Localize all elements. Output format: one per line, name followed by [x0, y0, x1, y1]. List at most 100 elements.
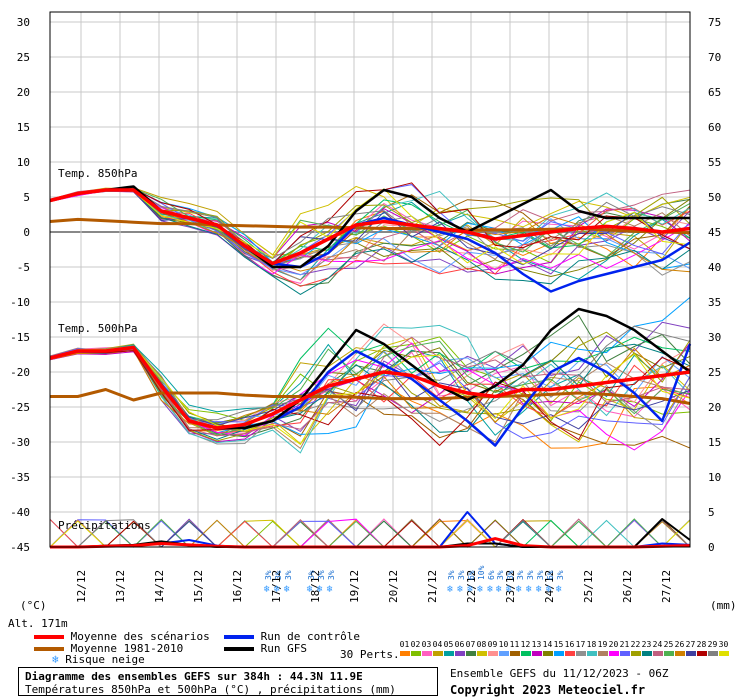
left-tick-label: 0 — [23, 226, 30, 239]
pert-color-swatch — [575, 651, 586, 656]
pert-number-label: 11 — [509, 640, 520, 649]
pert-number-label: 08 — [476, 640, 487, 649]
t500-pert-line — [49, 345, 691, 446]
legend-climo: Moyenne 1981-2010 — [34, 642, 183, 655]
pert-number-item: 02 — [410, 640, 421, 656]
right-tick-label: 40 — [708, 261, 721, 274]
pert-number-item: 19 — [597, 640, 608, 656]
date-tick-label: 20/12 — [387, 570, 400, 603]
t850-pert-line — [49, 182, 691, 265]
t500-pert-line — [49, 349, 691, 434]
left-tick-label: 15 — [17, 121, 30, 134]
pert-color-swatch — [487, 651, 498, 656]
date-tick-label: 21/12 — [426, 570, 439, 603]
snow-risk-pct: 6% — [546, 570, 555, 580]
legend-climo-label: Moyenne 1981-2010 — [70, 642, 184, 655]
pert-number-label: 30 — [718, 640, 729, 649]
t850-pert-line — [49, 190, 691, 276]
pert-number-label: 16 — [564, 640, 575, 649]
pert-number-label: 10 — [498, 640, 509, 649]
pert-number-label: 07 — [465, 640, 476, 649]
pert-color-swatch — [432, 651, 443, 656]
gfs-swatch — [224, 647, 254, 651]
t500-climo-line — [50, 388, 691, 405]
t850-label: Temp. 850hPa — [58, 167, 137, 180]
snow-risk-pct: 3% — [536, 570, 545, 580]
pert-number-item: 04 — [432, 640, 443, 656]
right-tick-label: 55 — [708, 156, 721, 169]
left-tick-label: -15 — [10, 331, 30, 344]
pert-color-swatch — [410, 651, 421, 656]
t850-mean-line — [49, 188, 691, 266]
date-tick-label: 14/12 — [153, 570, 166, 603]
pert-number-label: 20 — [608, 640, 619, 649]
pert-color-swatch — [443, 651, 454, 656]
snowflake-icon: ❄ — [447, 584, 454, 595]
pert-color-swatch — [509, 651, 520, 656]
date-tick-label: 25/12 — [582, 570, 595, 603]
pert-number-label: 26 — [674, 640, 685, 649]
t850-pert-line — [49, 189, 691, 295]
date-tick-label: 26/12 — [621, 570, 634, 603]
snowflake-icon: ❄ — [496, 584, 503, 595]
pert-color-swatch — [542, 651, 553, 656]
legend-control: Run de contrôle — [224, 630, 360, 643]
ensemble-info: Ensemble GEFS du 11/12/2023 - 06Z — [450, 667, 669, 680]
snowflake-icon: ❄ — [487, 584, 494, 595]
precip-label: Précipitations — [58, 519, 151, 532]
pert-number-item: 05 — [443, 640, 454, 656]
legend-mean-label: Moyenne des scénarios — [70, 630, 210, 643]
t850-pert-line — [49, 188, 691, 259]
pert-number-label: 09 — [487, 640, 498, 649]
pert-number-item: 27 — [685, 640, 696, 656]
left-tick-label: -40 — [10, 506, 30, 519]
right-tick-label: 30 — [708, 331, 721, 344]
left-tick-label: 30 — [17, 16, 30, 29]
date-tick-label: 22/12 — [465, 570, 478, 603]
pert-number-item: 24 — [652, 640, 663, 656]
pert-number-label: 01 — [399, 640, 410, 649]
title-box: Diagramme des ensembles GEFS sur 384h : … — [18, 667, 438, 696]
pert-number-label: 23 — [641, 640, 652, 649]
pert-color-swatch — [476, 651, 487, 656]
left-tick-label: 25 — [17, 51, 30, 64]
pert-number-label: 03 — [421, 640, 432, 649]
grid — [50, 12, 690, 548]
pert-number-item: 16 — [564, 640, 575, 656]
right-tick-label: 10 — [708, 471, 721, 484]
snowflake-icon: ❄ — [317, 584, 324, 595]
pert-number-label: 18 — [586, 640, 597, 649]
pert-color-swatch — [663, 651, 674, 656]
pert-number-label: 28 — [696, 640, 707, 649]
t500-pert-line — [49, 347, 691, 428]
snowflake-icon: ❄ — [526, 584, 533, 595]
pert-number-item: 15 — [553, 640, 564, 656]
left-tick-label: 10 — [17, 156, 30, 169]
t850-pert-line — [49, 189, 691, 260]
pert-number-item: 30 — [718, 640, 729, 656]
pert-number-item: 09 — [487, 640, 498, 656]
pert-number-legend: 01 02 03 04 05 06 07 08 09 10 11 12 13 14 15 16 17 18 19 20… — [399, 640, 731, 660]
pert-color-swatch — [630, 651, 641, 656]
snow-risk-pct: 3% — [457, 570, 466, 580]
axes: 302520151050-5-10-15-20-25-30-35-40-4575… — [10, 11, 721, 603]
right-tick-label: 25 — [708, 366, 721, 379]
pert-number-item: 22 — [630, 640, 641, 656]
snow-risk-pct: 3% — [284, 570, 293, 580]
snowflake-icon: ❄ — [274, 584, 281, 595]
plot-frame — [49, 11, 691, 548]
chart-title: Diagramme des ensembles GEFS sur 384h : … — [25, 670, 363, 683]
pert-color-swatch — [619, 651, 630, 656]
date-tick-label: 12/12 — [75, 570, 88, 603]
pert-color-swatch — [399, 651, 410, 656]
pert-number-item: 26 — [674, 640, 685, 656]
right-tick-label: 15 — [708, 436, 721, 449]
snow-risk-pct: 3% — [264, 570, 273, 580]
left-tick-label: -5 — [17, 261, 30, 274]
snow-risk-pct: 3% — [526, 570, 535, 580]
snow-risk-pct: 3% — [556, 570, 565, 580]
pert-number-item: 13 — [531, 640, 542, 656]
pert-color-swatch — [674, 651, 685, 656]
snowflake-icon: ❄ — [516, 584, 523, 595]
snowflake-icon: ❄ — [506, 584, 513, 595]
